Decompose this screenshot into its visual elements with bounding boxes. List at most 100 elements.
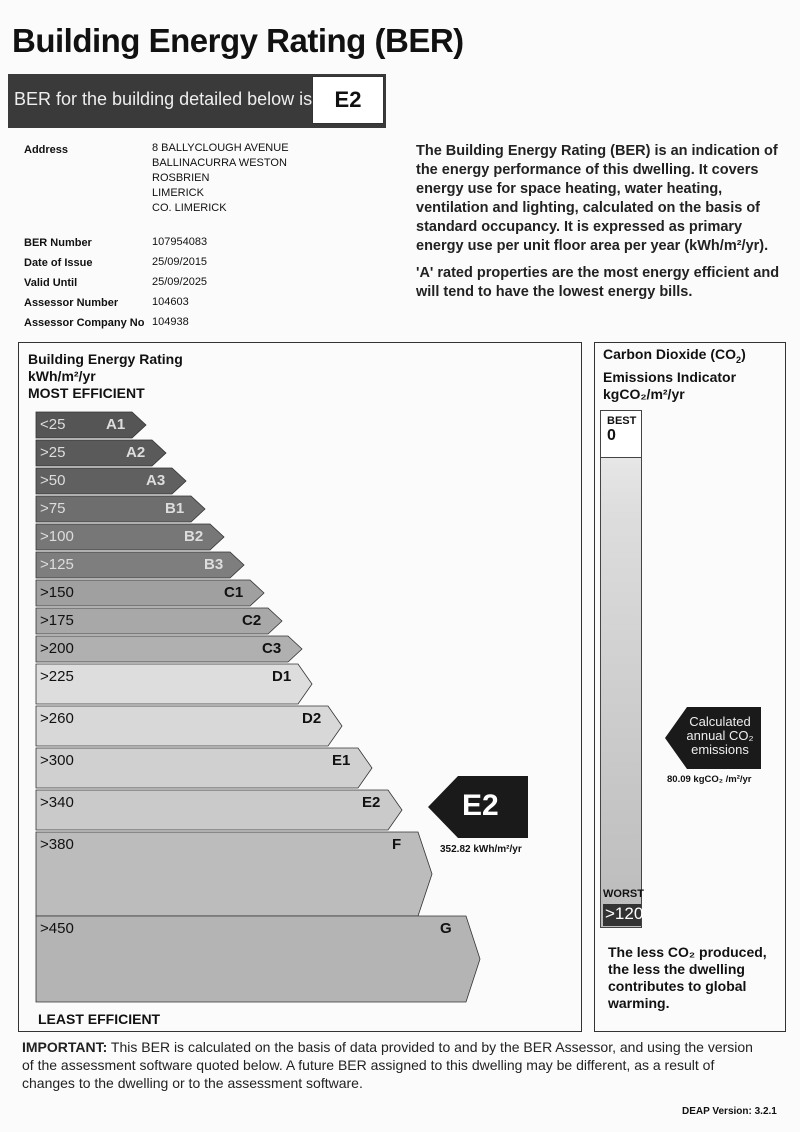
co2-heading: Carbon Dioxide (CO2) Emissions Indicator… — [603, 346, 746, 403]
band-shape — [35, 789, 403, 831]
field-label: Date of Issue — [24, 257, 93, 269]
intro-text: The Building Energy Rating (BER) is an i… — [416, 142, 786, 310]
band-range: >200 — [40, 640, 74, 657]
field-value: 25/09/2025 — [152, 276, 208, 288]
address-line: ROSBRIEN — [152, 172, 210, 184]
page-title: Building Energy Rating (BER) — [12, 22, 464, 59]
field-value: 104603 — [152, 296, 189, 308]
band-shape — [35, 467, 187, 495]
band-c3: >200 C3 — [35, 635, 303, 663]
field-label: Assessor Company No — [24, 317, 145, 329]
band-range: >125 — [40, 556, 74, 573]
band-shape — [35, 439, 167, 467]
important-label: IMPORTANT: — [22, 1039, 108, 1055]
band-shape — [35, 747, 373, 789]
band-e1: >300 E1 — [35, 747, 373, 789]
result-value: 352.82 kWh/m²/yr — [440, 844, 522, 855]
co2-heading-2: Emissions Indicator — [603, 368, 737, 385]
band-a1: <25 A1 — [35, 411, 147, 439]
band-grade: E1 — [332, 752, 351, 769]
band-range: >175 — [40, 612, 74, 629]
intro-paragraph: 'A' rated properties are the most energy… — [416, 265, 780, 300]
band-a2: >25 A2 — [35, 439, 167, 467]
band-grade: E2 — [362, 794, 381, 811]
field-label: Assessor Number — [24, 297, 119, 309]
band-grade: A1 — [106, 416, 126, 433]
band-grade: D1 — [272, 668, 292, 685]
band-shape — [35, 607, 283, 635]
deap-version: DEAP Version: 3.2.1 — [682, 1106, 777, 1117]
band-range: >150 — [40, 584, 74, 601]
band-b2: >100 B2 — [35, 523, 225, 551]
scale-heading-3: MOST EFFICIENT — [28, 385, 145, 401]
band-range: >225 — [40, 668, 74, 685]
banner-rating: E2 — [312, 76, 384, 124]
band-grade: C1 — [224, 584, 244, 601]
result-arrow — [428, 776, 528, 838]
arrow-line: emissions — [691, 742, 749, 757]
band-grade: C2 — [242, 612, 262, 629]
address-line: LIMERICK — [152, 187, 204, 199]
band-grade: A2 — [126, 444, 146, 461]
co2-arrow — [665, 707, 761, 769]
band-d1: >225 D1 — [35, 663, 313, 705]
result-grade: E2 — [462, 789, 499, 822]
band-range: >100 — [40, 528, 74, 545]
band-f: >380 F — [35, 831, 433, 917]
field-value: 25/09/2015 — [152, 256, 208, 268]
scale-heading-2: kWh/m²/yr — [28, 368, 96, 384]
arrow-line: Calculated — [689, 714, 751, 729]
worst-label: WORST — [603, 888, 644, 900]
band-shape — [35, 635, 303, 663]
band-range: >50 — [40, 472, 66, 489]
best-label: BEST — [607, 415, 637, 427]
co2-note: The less CO₂ produced, the less the dwel… — [608, 944, 767, 1011]
band-b3: >125 B3 — [35, 551, 245, 579]
band-grade: B1 — [165, 500, 185, 517]
co2-heading-1: Carbon Dioxide (CO2) — [603, 346, 746, 365]
band-g: >450 G — [35, 915, 481, 1003]
address-label: Address — [24, 144, 69, 156]
field-label: Valid Until — [24, 277, 78, 289]
band-shape — [35, 579, 265, 607]
address-line: 8 BALLYCLOUGH AVENUE — [152, 142, 289, 154]
band-shape — [35, 551, 245, 579]
band-shape — [35, 831, 433, 917]
band-shape — [35, 411, 147, 439]
address-line: BALLINACURRA WESTON — [152, 157, 287, 169]
co2-best: BEST 0 — [600, 410, 642, 458]
energy-rating-scale — [18, 342, 582, 1032]
band-shape — [35, 523, 225, 551]
scale-heading-1: Building Energy Rating — [28, 351, 183, 367]
least-efficient-label: LEAST EFFICIENT — [38, 1011, 161, 1027]
co2-value: 80.09 kgCO₂ /m²/yr — [667, 774, 752, 785]
best-value: 0 — [607, 427, 616, 444]
band-range: <25 — [40, 416, 66, 433]
band-b1: >75 B1 — [35, 495, 206, 523]
field-label: BER Number — [24, 237, 92, 249]
band-c1: >150 C1 — [35, 579, 265, 607]
band-grade: A3 — [146, 472, 166, 489]
band-range: >25 — [40, 444, 66, 461]
co2-arrow-text: Calculated annual CO₂ emissions — [680, 715, 760, 757]
band-grade: F — [392, 836, 402, 853]
band-grade: G — [440, 920, 452, 937]
intro-paragraph: The Building Energy Rating (BER) is an i… — [416, 143, 778, 254]
band-shape — [35, 663, 313, 705]
field-value: 107954083 — [152, 236, 208, 248]
co2-heading-3: kgCO₂/m²/yr — [603, 385, 685, 402]
field-value: 104938 — [152, 316, 189, 328]
band-shape — [35, 915, 481, 1003]
band-range: >450 — [40, 920, 74, 937]
band-range: >300 — [40, 752, 74, 769]
co2-scale-bar — [600, 410, 642, 928]
band-range: >75 — [40, 500, 66, 517]
co2-indicator — [594, 342, 786, 1032]
band-c2: >175 C2 — [35, 607, 283, 635]
scale-heading: Building Energy Rating kWh/m²/yr MOST EF… — [28, 351, 183, 402]
important-notice: IMPORTANT: This BER is calculated on the… — [22, 1038, 762, 1092]
banner-text: BER for the building detailed below is: — [14, 89, 318, 109]
band-e2: >340 E2 — [35, 789, 403, 831]
important-text: This BER is calculated on the basis of d… — [22, 1039, 753, 1091]
